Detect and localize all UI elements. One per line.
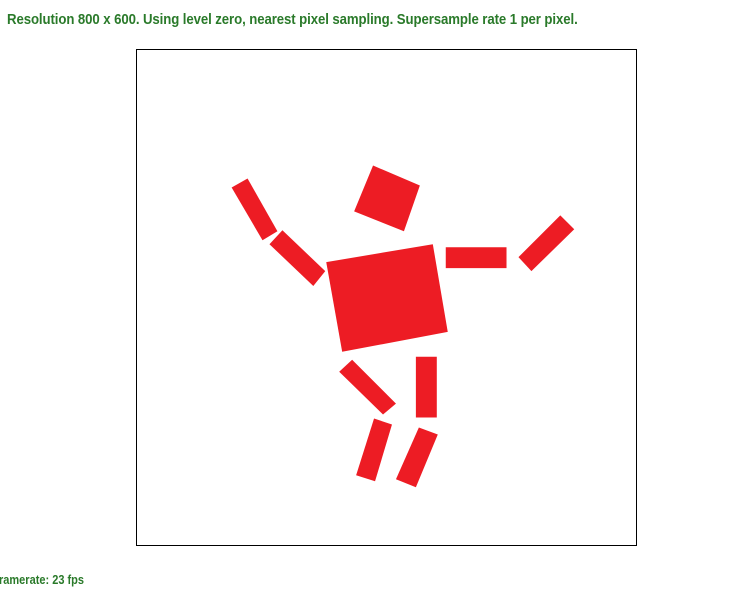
figure-right-thigh	[416, 357, 437, 418]
stick-figure-canvas	[137, 50, 636, 545]
figure-torso	[326, 244, 448, 352]
figure-head	[354, 166, 420, 232]
figure-right-forearm	[518, 215, 574, 271]
figure-left-shin	[356, 419, 392, 482]
figure-left-upper-arm	[232, 178, 278, 240]
figure-right-upper-arm	[446, 247, 507, 268]
figure-right-shin	[396, 427, 438, 487]
render-viewport[interactable]	[136, 49, 637, 546]
figure-left-thigh	[339, 360, 396, 415]
framerate-text: ramerate: 23 fps	[0, 573, 84, 587]
figure-left-forearm	[269, 230, 325, 286]
render-status-text: Resolution 800 x 600. Using level zero, …	[7, 11, 578, 28]
